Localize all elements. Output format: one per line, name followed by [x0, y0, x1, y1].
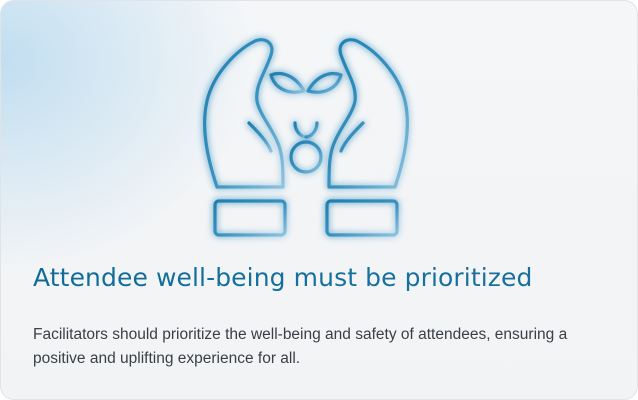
- stem-arc-right: [304, 121, 319, 139]
- plant-seed: [289, 140, 323, 174]
- right-thumb-line: [339, 121, 365, 153]
- plant-leaf-right: [306, 71, 343, 94]
- card-description: Facilitators should prioritize the well-…: [33, 326, 568, 367]
- card-title: Attendee well-being must be prioritized: [33, 263, 623, 292]
- left-thumb-line: [247, 121, 273, 153]
- left-cuff: [213, 199, 287, 237]
- stem-arc-left: [293, 121, 308, 139]
- right-hand-outline: [327, 38, 409, 189]
- plant-leaf-left: [269, 71, 306, 94]
- left-hand-outline: [203, 38, 285, 189]
- right-cuff: [325, 199, 399, 237]
- hands-protecting-plant-icon: [191, 29, 421, 249]
